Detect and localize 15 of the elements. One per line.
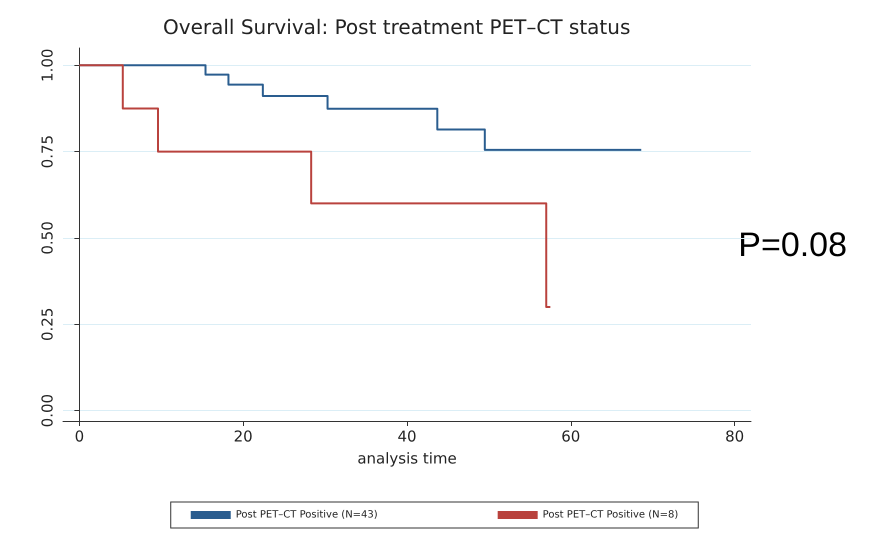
y-tick-label: 0.25: [38, 308, 56, 341]
chart-title: Overall Survival: Post treatment PET–CT status: [163, 15, 630, 39]
x-tick-label: 80: [725, 428, 744, 446]
annotation: P=0.08: [738, 226, 848, 264]
y-tick-label: 0.50: [38, 221, 56, 255]
x-tick-label: 40: [397, 428, 417, 446]
x-axis-title: analysis time: [357, 450, 457, 468]
y-tick-label: 0.00: [38, 394, 56, 428]
legend-label: Post PET–CT Positive (N=43): [236, 510, 378, 520]
x-tick-label: 20: [234, 428, 253, 446]
x-tick-label: 60: [561, 428, 580, 446]
y-tick-label: 0.75: [38, 134, 56, 168]
legend-label: Post PET–CT Positive (N=8): [542, 510, 678, 520]
x-tick-label: 0: [74, 428, 84, 446]
y-tick-label: 1.00: [38, 48, 56, 82]
